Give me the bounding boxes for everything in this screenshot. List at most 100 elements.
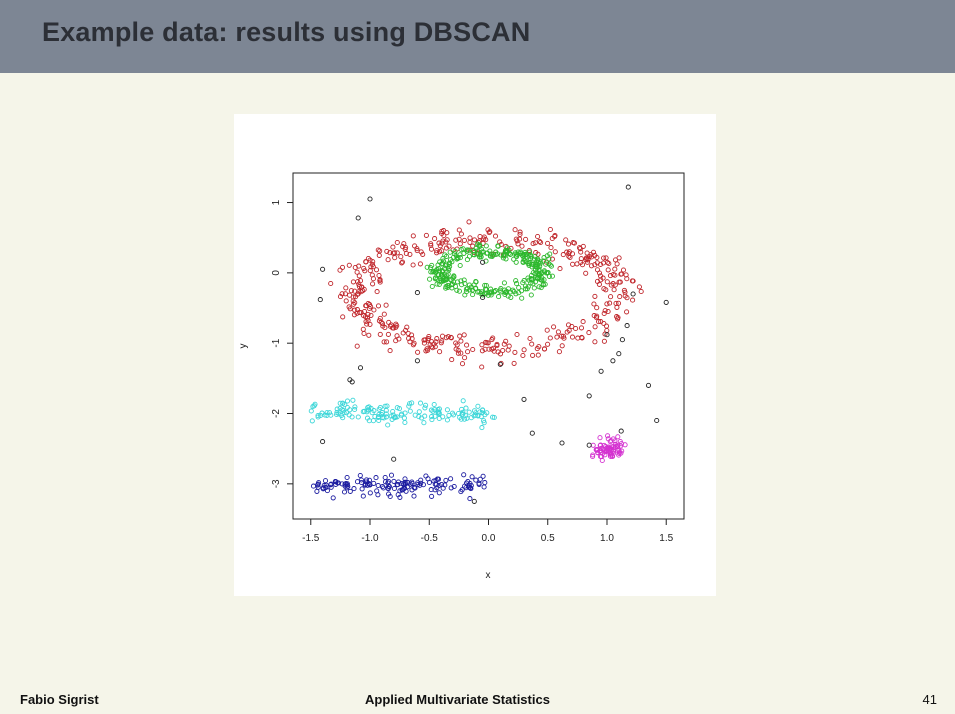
data-point — [502, 291, 508, 298]
data-point — [403, 327, 409, 333]
data-point — [481, 484, 487, 490]
data-point — [390, 244, 396, 250]
data-point — [437, 243, 443, 249]
data-point — [396, 336, 402, 342]
data-point — [410, 233, 416, 239]
data-point — [446, 412, 452, 418]
data-point — [536, 238, 543, 244]
data-point — [328, 484, 334, 490]
data-point — [469, 474, 475, 480]
data-point — [339, 481, 345, 487]
data-point — [434, 248, 440, 254]
data-point — [612, 257, 619, 263]
data-point — [517, 231, 523, 237]
data-point — [479, 348, 485, 354]
data-point — [453, 346, 459, 352]
data-point — [532, 253, 538, 260]
data-point — [458, 350, 464, 356]
data-point — [402, 246, 408, 252]
data-point — [479, 425, 485, 431]
data-point — [388, 322, 394, 328]
data-point — [494, 343, 500, 349]
data-point — [444, 230, 450, 236]
data-point — [399, 260, 405, 266]
data-point — [498, 285, 504, 292]
data-point — [416, 409, 422, 415]
data-point — [536, 284, 542, 290]
data-point — [549, 256, 555, 262]
data-point — [436, 271, 442, 278]
data-point — [489, 290, 495, 296]
y-tick-label: 1 — [271, 199, 282, 205]
data-point — [432, 276, 438, 282]
data-point — [610, 436, 616, 442]
data-point — [497, 239, 503, 245]
data-point — [435, 262, 441, 268]
data-point — [398, 254, 404, 260]
data-point — [326, 410, 333, 416]
data-point — [397, 494, 403, 500]
data-point — [399, 487, 405, 493]
data-point — [604, 259, 611, 266]
data-point — [564, 249, 570, 255]
data-point — [365, 255, 371, 262]
data-point — [439, 230, 445, 237]
data-point — [376, 272, 382, 279]
data-point — [491, 289, 497, 295]
data-point — [470, 292, 476, 298]
data-point — [324, 488, 330, 494]
data-point — [428, 407, 434, 413]
data-point — [444, 417, 450, 423]
data-point — [498, 252, 504, 258]
data-point — [465, 349, 471, 355]
data-point — [436, 415, 442, 422]
data-point — [592, 293, 598, 299]
data-point — [441, 277, 447, 283]
data-point — [400, 244, 406, 250]
data-point — [446, 243, 452, 249]
data-point — [557, 266, 563, 272]
data-point — [601, 310, 607, 317]
data-point — [645, 382, 652, 388]
y-tick-label: -1 — [271, 338, 282, 347]
data-point — [392, 250, 398, 256]
data-point — [573, 325, 579, 332]
data-point — [498, 360, 504, 366]
data-point — [485, 227, 491, 233]
data-point — [409, 400, 415, 406]
data-point — [601, 446, 607, 452]
data-point — [367, 321, 373, 327]
data-point — [388, 472, 395, 478]
data-point — [436, 482, 442, 488]
data-point — [340, 408, 346, 414]
data-point — [473, 285, 479, 291]
data-point — [535, 274, 541, 281]
data-point — [580, 319, 586, 325]
data-point — [481, 418, 487, 424]
data-point — [377, 331, 383, 337]
data-point — [466, 484, 472, 490]
data-point — [611, 287, 617, 293]
data-point — [584, 259, 590, 265]
data-point — [402, 410, 408, 416]
page-number: 41 — [922, 692, 937, 707]
data-point — [436, 406, 442, 412]
data-point — [477, 252, 483, 258]
data-point — [616, 279, 622, 285]
data-point — [342, 402, 348, 408]
data-point — [511, 256, 517, 262]
data-point — [473, 279, 479, 285]
data-point — [592, 324, 598, 330]
data-point — [505, 347, 511, 353]
x-tick-label: 0.0 — [482, 533, 496, 544]
data-point — [559, 333, 565, 339]
data-point — [461, 472, 467, 478]
data-point — [560, 252, 566, 258]
data-point — [506, 343, 512, 349]
data-point — [588, 252, 594, 258]
data-point — [566, 327, 572, 333]
data-point — [546, 261, 552, 267]
data-point — [369, 272, 375, 278]
data-point — [357, 365, 364, 371]
data-point — [448, 476, 454, 482]
